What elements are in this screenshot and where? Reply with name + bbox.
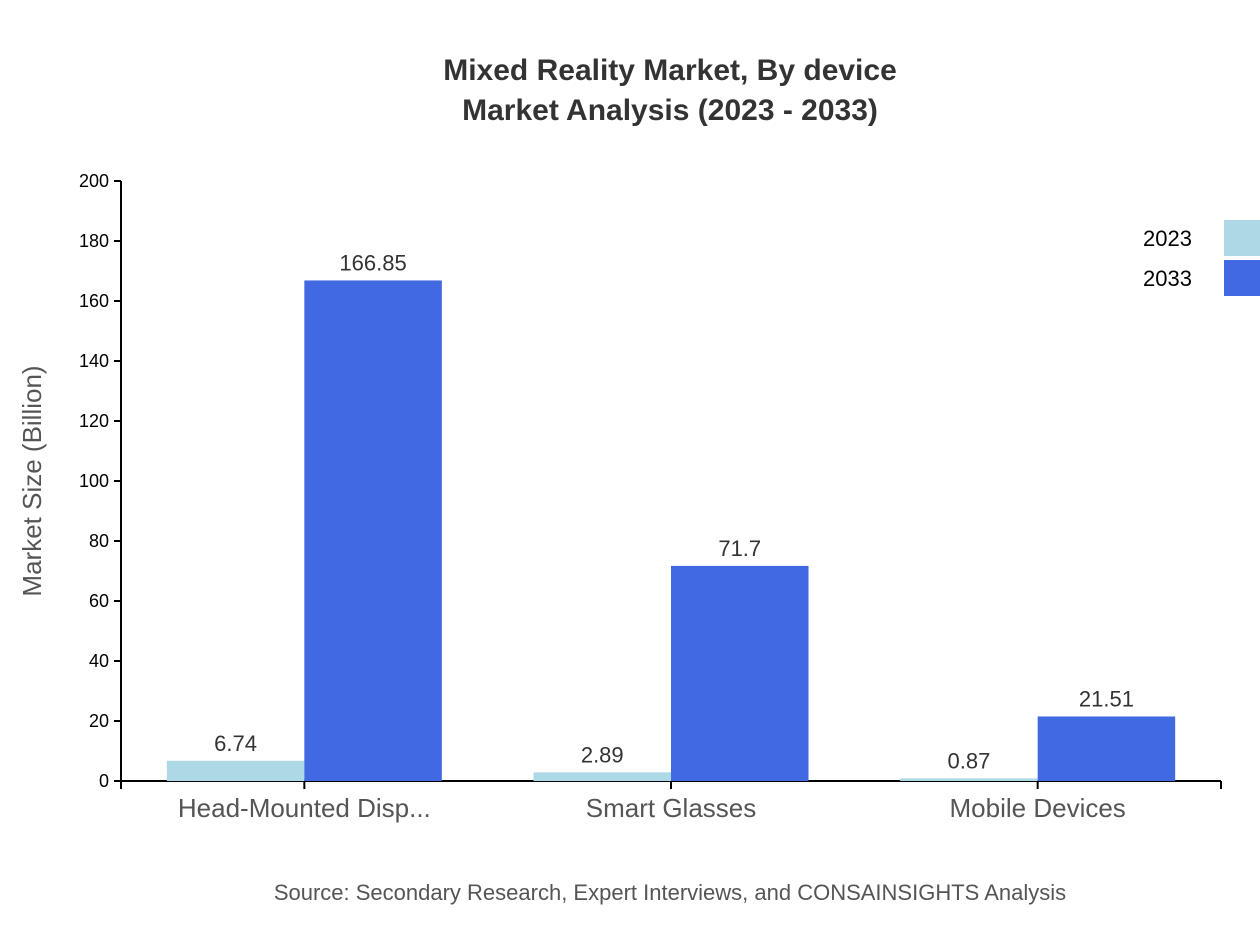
source-note: Source: Secondary Research, Expert Inter… <box>274 880 1066 905</box>
bar-2033 <box>304 280 442 781</box>
y-tick-label: 180 <box>79 231 109 251</box>
x-tick-label: Mobile Devices <box>950 793 1126 823</box>
bar-2023 <box>900 778 1038 781</box>
chart-subtitle: Market Analysis (2023 - 2033) <box>462 94 878 127</box>
y-tick-label: 140 <box>79 351 109 371</box>
legend-swatch-2023 <box>1224 220 1260 256</box>
bar-2023 <box>166 760 305 781</box>
bar-value-label: 2.89 <box>581 742 624 767</box>
y-tick-label: 20 <box>89 711 109 731</box>
legend-label: 2023 <box>1143 226 1192 251</box>
y-tick-label: 200 <box>79 171 109 191</box>
y-axis: 0 20 40 60 80 100 120 140 160 180 200 <box>79 171 122 791</box>
y-tick-label: 120 <box>79 411 109 431</box>
bar-value-label: 0.87 <box>948 748 991 773</box>
legend-label: 2033 <box>1143 266 1192 291</box>
x-axis: Head-Mounted Disp... Smart Glasses Mobile … <box>120 780 1222 823</box>
y-tick-label: 60 <box>89 591 109 611</box>
x-tick-label: Smart Glasses <box>586 793 757 823</box>
bar-value-label: 71.7 <box>718 536 761 561</box>
y-tick-label: 40 <box>89 651 109 671</box>
bar-2023 <box>533 772 671 781</box>
legend: 2023 2033 <box>1143 220 1260 296</box>
y-tick-label: 100 <box>79 471 109 491</box>
chart-title: Mixed Reality Market, By device <box>443 54 897 87</box>
bars: 6.74 166.85 2.89 71.7 0.87 21.51 <box>166 250 1176 781</box>
legend-swatch-2033 <box>1224 260 1260 296</box>
bar-value-label: 166.85 <box>339 250 406 275</box>
y-axis-label: Market Size (Billion) <box>17 365 47 596</box>
y-tick-label: 80 <box>89 531 109 551</box>
bar-value-label: 21.51 <box>1079 686 1134 711</box>
bar-value-label: 6.74 <box>214 731 257 756</box>
bar-2033 <box>671 565 809 781</box>
x-tick-label: Head-Mounted Disp... <box>178 793 431 823</box>
y-tick-label: 0 <box>99 771 109 791</box>
bar-2033 <box>1037 716 1176 781</box>
y-tick-label: 160 <box>79 291 109 311</box>
